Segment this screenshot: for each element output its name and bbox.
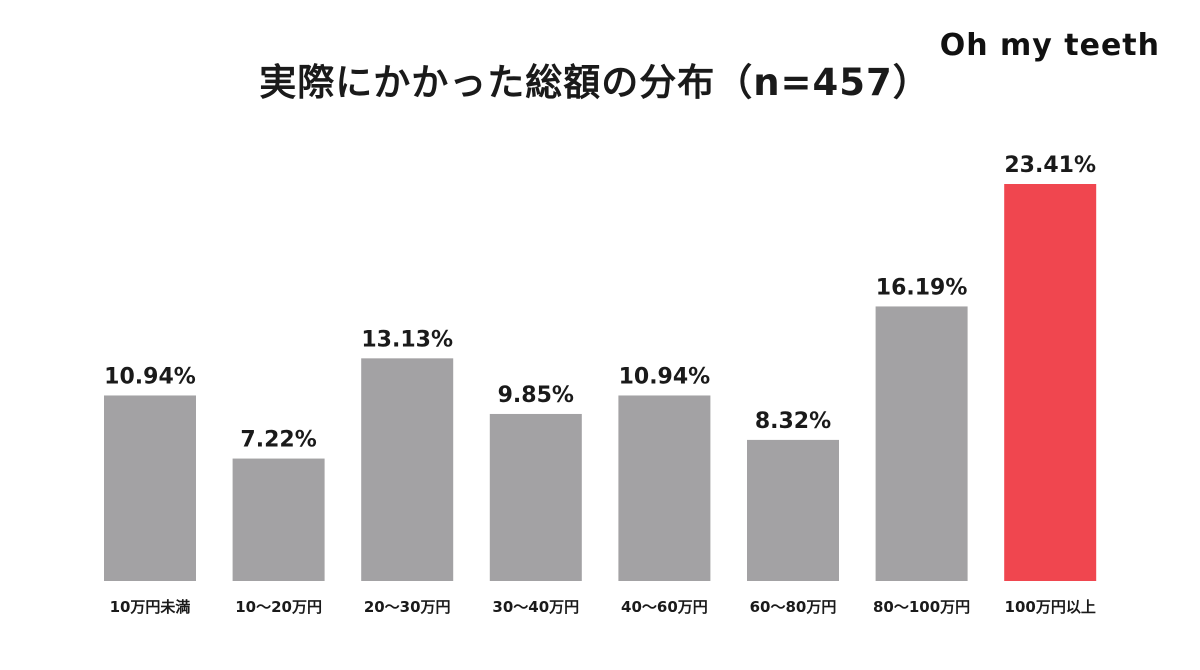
chart-title: 実際にかかった総額の分布（n=457） — [259, 61, 931, 104]
bar-value-label-6: 8.32% — [755, 409, 831, 434]
category-label-8: 100万円以上 — [1005, 598, 1096, 616]
category-label-5: 40〜60万円 — [621, 598, 708, 616]
bar-value-label-4: 9.85% — [498, 383, 574, 408]
bar-7 — [875, 306, 968, 581]
bar-value-label-5: 10.94% — [619, 364, 711, 389]
category-label-6: 60〜80万円 — [750, 598, 837, 616]
bar-1 — [104, 395, 196, 581]
bar-4 — [489, 413, 582, 581]
bar-2 — [232, 458, 325, 581]
category-label-7: 80〜100万円 — [873, 598, 970, 616]
category-label-2: 10〜20万円 — [235, 598, 322, 616]
bar-value-label-3: 13.13% — [361, 327, 453, 352]
category-label-4: 30〜40万円 — [492, 598, 579, 616]
bar-value-label-1: 10.94% — [104, 364, 196, 389]
category-label-3: 20〜30万円 — [364, 598, 451, 616]
brand-logo-text: Oh my teeth — [939, 28, 1160, 63]
bar-3 — [361, 358, 454, 581]
bar-value-label-2: 7.22% — [240, 428, 316, 453]
bar-value-label-8: 23.41% — [1004, 153, 1096, 178]
bar-6 — [747, 439, 839, 581]
category-label-1: 10万円未満 — [110, 598, 191, 616]
bar-5 — [618, 395, 711, 581]
bar-8 — [1004, 184, 1097, 581]
bar-value-label-7: 16.19% — [876, 275, 968, 300]
